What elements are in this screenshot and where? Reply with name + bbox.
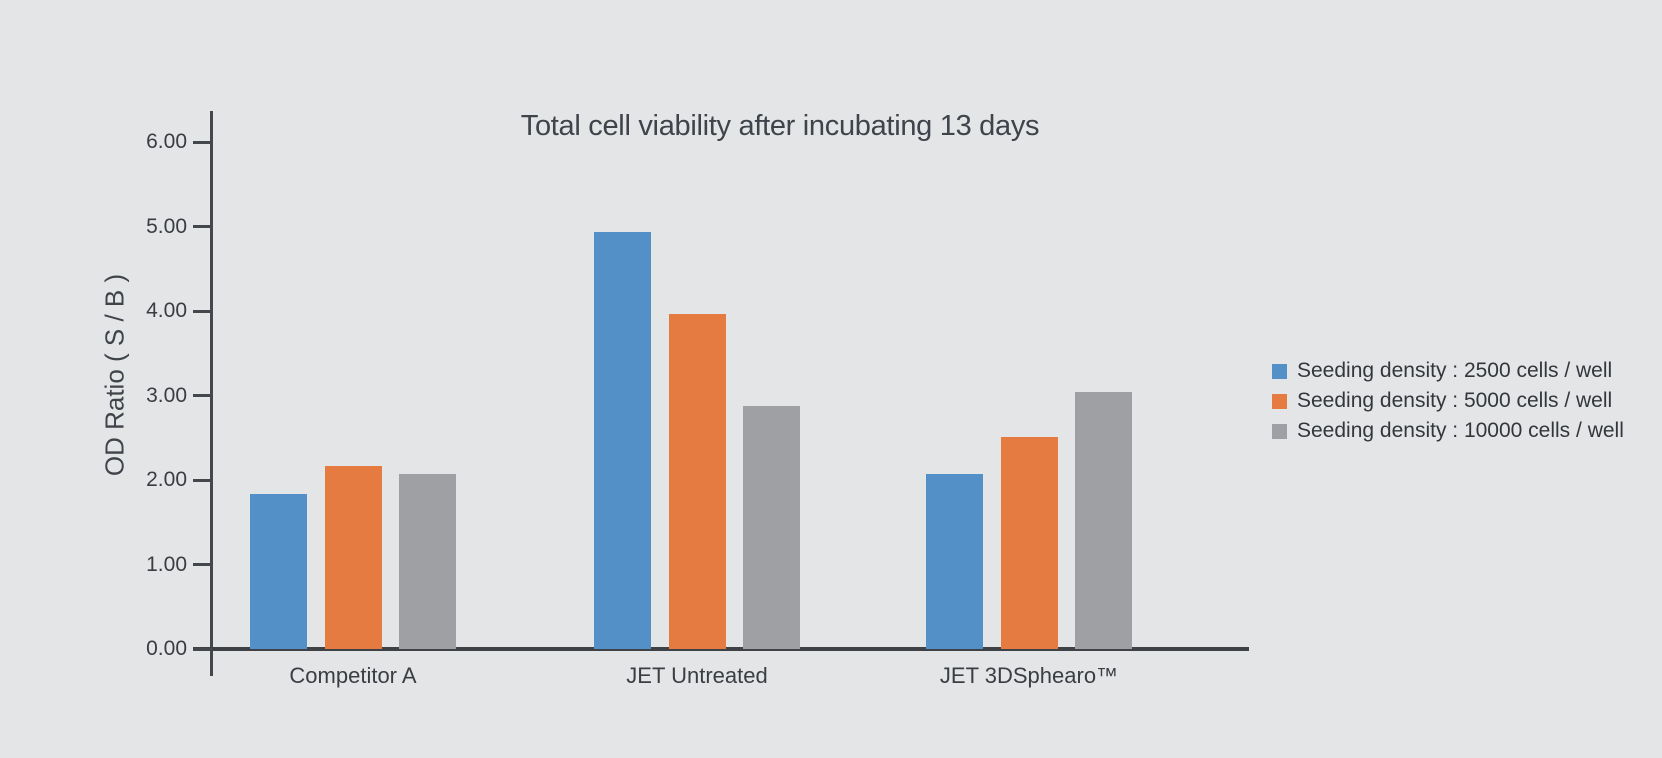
legend-label: Seeding density : 2500 cells / well bbox=[1297, 359, 1613, 382]
legend-swatch bbox=[1272, 363, 1287, 379]
bar-series3-cat3 bbox=[1075, 392, 1132, 649]
x-axis-line bbox=[193, 647, 1249, 651]
y-tick-label: 4.00 bbox=[146, 299, 187, 322]
bar-series2-cat1 bbox=[324, 466, 382, 649]
y-tick-label: 5.00 bbox=[146, 214, 187, 238]
legend-label: Seeding density : 5000 cells / well bbox=[1297, 389, 1613, 412]
x-axis-label: JET Untreated bbox=[626, 663, 768, 688]
bar-series2-cat2 bbox=[668, 314, 726, 649]
y-tick-label: 1.00 bbox=[146, 552, 187, 576]
bar-series3-cat1 bbox=[399, 474, 456, 649]
bar-series2-cat3 bbox=[1000, 437, 1058, 649]
legend-item: Seeding density : 2500 cells / well bbox=[1272, 359, 1624, 382]
plot-area: 0.00 1.00 2.00 3.00 4.00 5.00 6.00 Competitor … bbox=[146, 111, 1249, 688]
legend-item: Seeding density : 10000 cells / well bbox=[1272, 419, 1624, 442]
bar-series1-cat1 bbox=[250, 494, 307, 649]
y-tick-mark bbox=[193, 140, 212, 144]
bar-series1-cat3 bbox=[926, 474, 983, 649]
legend-item: Seeding density : 5000 cells / well bbox=[1272, 389, 1624, 412]
legend-swatch bbox=[1272, 393, 1287, 409]
y-tick-mark bbox=[193, 309, 212, 313]
y-tick-label: 6.00 bbox=[146, 130, 187, 153]
chart-title: Total cell viability after incubating 13… bbox=[520, 110, 1040, 142]
y-tick-mark bbox=[193, 478, 212, 482]
y-tick-mark bbox=[193, 563, 212, 566]
bar-series1-cat2 bbox=[594, 232, 651, 649]
x-axis-label: JET 3DSphearo™ bbox=[939, 663, 1119, 688]
y-tick-label: 2.00 bbox=[146, 468, 187, 491]
legend-label: Seeding density : 10000 cells / well bbox=[1297, 419, 1624, 442]
y-axis-line bbox=[210, 111, 213, 676]
legend: Seeding density : 2500 cells / well Seedi… bbox=[1272, 359, 1624, 450]
bar-series3-cat2 bbox=[743, 406, 800, 649]
y-tick-mark bbox=[193, 225, 212, 228]
y-tick-mark bbox=[193, 394, 212, 397]
y-tick-label: 0.00 bbox=[146, 637, 187, 660]
x-axis-label: Competitor A bbox=[289, 663, 417, 688]
legend-swatch bbox=[1272, 423, 1287, 439]
y-tick-mark bbox=[193, 647, 212, 651]
y-tick-label: 3.00 bbox=[146, 383, 187, 407]
